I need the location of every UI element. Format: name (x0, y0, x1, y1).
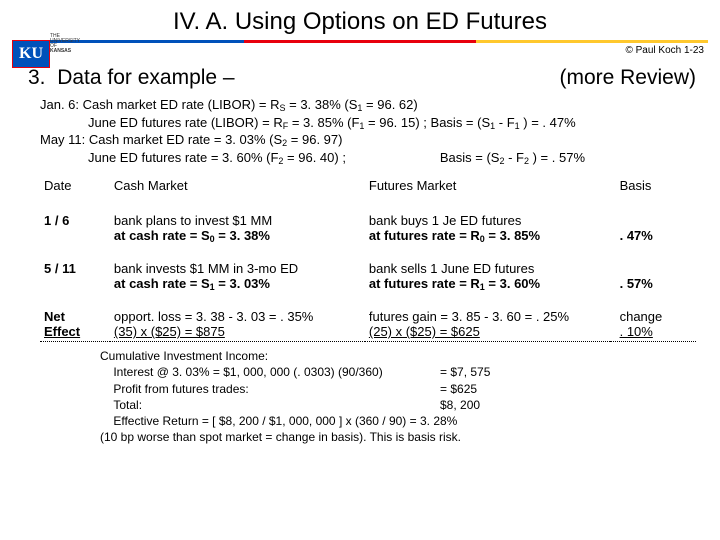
hdr-date: Date (40, 176, 110, 197)
hdr-fut: Futures Market (365, 176, 610, 197)
table-row: 5 / 11 bank invests $1 MM in 3-mo EDat c… (40, 259, 696, 293)
copyright: © Paul Koch 1-23 (0, 43, 720, 56)
summary-block: Cumulative Investment Income: Interest @… (40, 342, 696, 445)
data-assumptions: Jan. 6: Cash market ED rate (LIBOR) = RS… (40, 96, 696, 166)
dash-divider: ________________________________________… (40, 166, 696, 176)
ku-logo: THE UNIVERSITY OFKANSAS KU (12, 40, 82, 68)
hdr-cash: Cash Market (110, 176, 365, 197)
section-heading: 3. Data for example – (more Review) (28, 66, 696, 90)
hdr-basis: Basis (610, 176, 696, 197)
slide-title: IV. A. Using Options on ED Futures (0, 0, 720, 40)
table-row: 1 / 6 bank plans to invest $1 MMat cash … (40, 211, 696, 245)
color-divider (12, 40, 708, 43)
table-row-net: NetEffect opport. loss = 3. 38 - 3. 03 =… (40, 307, 696, 342)
ku-logo-badge: KU (12, 40, 50, 68)
hedge-table: Date Cash Market Futures Market Basis 1 … (40, 176, 696, 342)
